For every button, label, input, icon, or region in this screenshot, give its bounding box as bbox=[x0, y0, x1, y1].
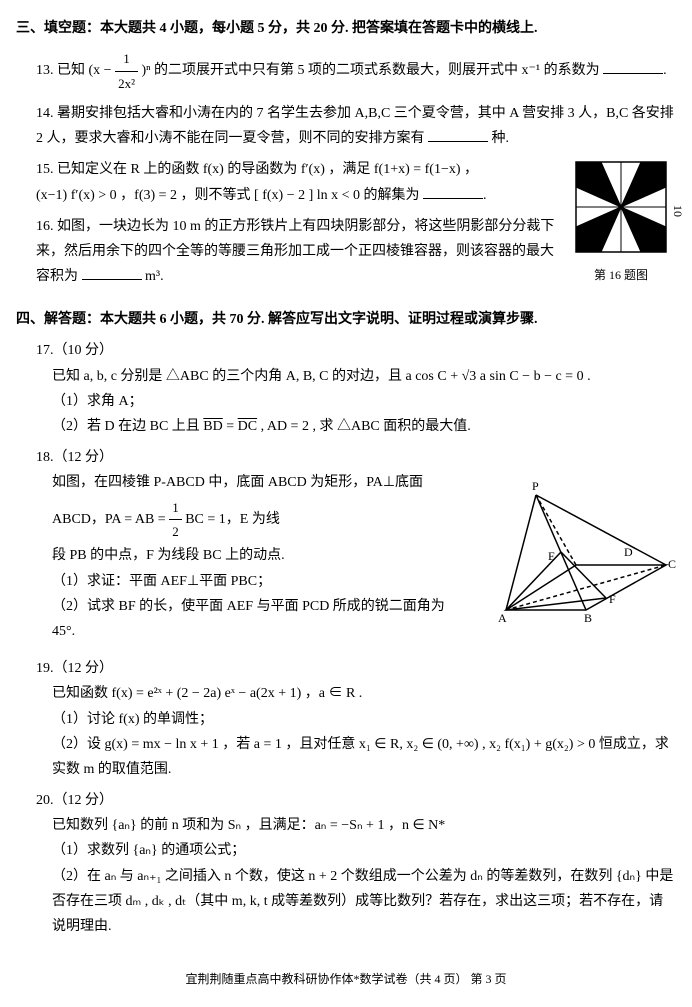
q20-l1: 已知数列 {aₙ} 的前 n 项和为 Sₙ ，且满足：aₙ = −Sₙ + 1 … bbox=[52, 813, 676, 838]
q13-frac: 12x² bbox=[115, 47, 138, 95]
lbl-F: F bbox=[609, 592, 616, 606]
q19-p2: （2）设 g(x) = mx − ln x + 1 ，若 a = 1 ，且对任意… bbox=[52, 732, 676, 782]
q19-l1: 已知函数 f(x) = e²ˣ + (2 − 2a) eˣ − a(2x + 1… bbox=[52, 681, 676, 706]
q15: 15. 已知定义在 R 上的函数 f(x) 的导函数为 f′(x) ，满足 f(… bbox=[36, 157, 676, 207]
q13: 13. 已知 (x − 12x² )ⁿ 的二项展开式中只有第 5 项的二项式系数… bbox=[36, 47, 676, 95]
q16: 16. 如图，一块边长为 10 m 的正方形铁片上有四块阴影部分，将这些阴影部分… bbox=[36, 214, 676, 290]
section3-title: 三、填空题：本大题共 4 小题，每小题 5 分，共 20 分. 把答案填在答题卡… bbox=[16, 16, 676, 41]
q17-head: 17.（10 分） bbox=[36, 338, 676, 363]
q18-head: 18.（12 分） bbox=[36, 445, 676, 470]
q14-blank bbox=[428, 127, 488, 142]
lbl-A: A bbox=[498, 611, 507, 625]
q14-unit: 种. bbox=[492, 131, 510, 146]
q16-blank bbox=[82, 265, 142, 280]
q13-text-a: 13. 已知 (x − bbox=[36, 63, 115, 78]
q20-p2: （2）在 aₙ 与 aₙ₊₁ 之间插入 n 个数，使这 n + 2 个数组成一个… bbox=[52, 864, 676, 940]
lbl-P: P bbox=[532, 479, 539, 493]
q16-unit: m³. bbox=[145, 269, 164, 284]
lbl-D: D bbox=[624, 545, 633, 559]
page-footer: 宜荆荆随重点高中教科研协作体*数学试卷（共 4 页） 第 3 页 bbox=[16, 969, 676, 991]
q15-line1: 15. 已知定义在 R 上的函数 f(x) 的导函数为 f′(x) ，满足 f(… bbox=[36, 157, 676, 182]
q20-head: 20.（12 分） bbox=[36, 788, 676, 813]
fig18: P A B C D E F bbox=[476, 470, 676, 639]
q14-text: 14. 暑期安排包括大睿和小涛在内的 7 名学生去参加 A,B,C 三个夏令营，… bbox=[36, 106, 674, 146]
q17: 17.（10 分） 已知 a, b, c 分别是 △ABC 的三个内角 A, B… bbox=[36, 338, 676, 439]
q13-text-b: )ⁿ 的二项展开式中只有第 5 项的二项式系数最大，则展开式中 x⁻¹ 的系数为 bbox=[141, 63, 599, 78]
q14: 14. 暑期安排包括大睿和小涛在内的 7 名学生去参加 A,B,C 三个夏令营，… bbox=[36, 101, 676, 151]
q19: 19.（12 分） 已知函数 f(x) = e²ˣ + (2 − 2a) eˣ … bbox=[36, 656, 676, 782]
lbl-E: E bbox=[548, 549, 555, 563]
q19-head: 19.（12 分） bbox=[36, 656, 676, 681]
q15-line2: (x−1) f′(x) > 0 ，f(3) = 2 ，则不等式 [ f(x) −… bbox=[36, 188, 420, 203]
q20-p1: （1）求数列 {aₙ} 的通项公式； bbox=[52, 838, 676, 863]
q13-blank bbox=[603, 59, 663, 74]
q19-p1: （1）讨论 f(x) 的单调性； bbox=[52, 707, 676, 732]
section4-title: 四、解答题：本大题共 6 小题，共 70 分. 解答应写出文字说明、证明过程或演… bbox=[16, 307, 676, 332]
q20: 20.（12 分） 已知数列 {aₙ} 的前 n 项和为 Sₙ ，且满足：aₙ … bbox=[36, 788, 676, 939]
q17-l1: 已知 a, b, c 分别是 △ABC 的三个内角 A, B, C 的对边，且 … bbox=[52, 364, 676, 389]
q18: 18.（12 分） P A B C D E F 如图，在四棱锥 P-ABCD bbox=[36, 445, 676, 644]
lbl-C: C bbox=[668, 557, 676, 571]
q15-blank bbox=[423, 184, 483, 199]
q18-frac: 12 bbox=[169, 496, 182, 544]
lbl-B: B bbox=[584, 611, 592, 625]
q17-p1: （1）求角 A； bbox=[52, 389, 676, 414]
q17-p2: （2）若 D 在边 BC 上且 BD = DC , AD = 2 , 求 △AB… bbox=[52, 414, 676, 439]
